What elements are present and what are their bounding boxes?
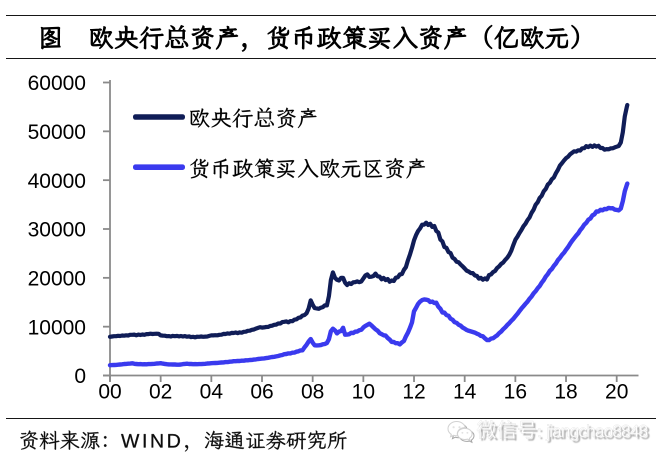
watermark-text: 微信号: jiangchao8848 bbox=[477, 421, 658, 447]
legend-swatch-1 bbox=[133, 164, 185, 170]
wechat-icon-face-eyes bbox=[452, 426, 469, 434]
x-tick-label: 02 bbox=[149, 381, 172, 404]
x-tick-label: 18 bbox=[554, 381, 577, 404]
y-tick-label: 0 bbox=[74, 365, 86, 388]
y-tick-label: 20000 bbox=[28, 267, 86, 290]
legend-swatch-0 bbox=[133, 114, 185, 120]
series-line-0 bbox=[107, 102, 630, 340]
wechat-icon bbox=[447, 420, 475, 444]
watermark-shadow-path bbox=[478, 422, 650, 443]
source-institute: ，海通证券研究所 bbox=[149, 437, 285, 456]
source-wind: WIND bbox=[103, 437, 149, 456]
legend-label-1-glyphs bbox=[190, 157, 426, 179]
chart-title-glyphs bbox=[40, 24, 580, 52]
series-line-1 bbox=[107, 181, 630, 368]
y-tick-label: 10000 bbox=[28, 316, 86, 339]
x-tick-label: 08 bbox=[301, 381, 324, 404]
footer-rule bbox=[6, 417, 656, 420]
y-tick-label: 30000 bbox=[28, 219, 86, 242]
data-source-note: 资料来源：WIND，海通证券研究所 bbox=[18, 432, 285, 457]
source-label: 资料来源： bbox=[18, 437, 103, 456]
x-tick-label: 00 bbox=[98, 381, 121, 404]
x-tick-label: 12 bbox=[402, 381, 425, 404]
title-divider-rule bbox=[6, 57, 656, 60]
wechat-icon-face bbox=[447, 420, 473, 442]
bubble-large-icon bbox=[447, 420, 466, 438]
legend-label-1-glyphs-path bbox=[190, 157, 426, 179]
bubble-small-icon bbox=[456, 427, 473, 442]
y-tick-label: 40000 bbox=[28, 170, 86, 193]
x-tick-label: 20 bbox=[605, 381, 628, 404]
watermark-shadow bbox=[478, 422, 650, 443]
watermark-face-path bbox=[476, 419, 648, 441]
x-tick-label: 10 bbox=[352, 381, 375, 404]
x-tick-label: 16 bbox=[504, 381, 527, 404]
x-tick-label: 14 bbox=[453, 381, 477, 404]
bubble-eye-icon bbox=[458, 426, 461, 429]
data-source-note-glyphs-path bbox=[20, 430, 347, 452]
y-tick-label: 50000 bbox=[28, 121, 86, 144]
chart-title-glyphs-path bbox=[40, 24, 580, 52]
watermark-glyphs bbox=[476, 419, 650, 443]
legend-label-0-glyphs-path bbox=[190, 107, 317, 129]
data-source-note-glyphs bbox=[20, 430, 347, 452]
y-tick-label: 60000 bbox=[28, 72, 86, 95]
x-tick-label: 04 bbox=[200, 381, 224, 404]
x-tick-label: 06 bbox=[250, 381, 273, 404]
bubble-eye-icon bbox=[466, 431, 469, 434]
watermark-face bbox=[476, 419, 648, 441]
bubble-eye-icon bbox=[461, 431, 464, 434]
top-rule bbox=[6, 14, 656, 17]
legend-label-0-glyphs bbox=[190, 107, 317, 129]
bubble-eye-icon bbox=[452, 426, 455, 429]
